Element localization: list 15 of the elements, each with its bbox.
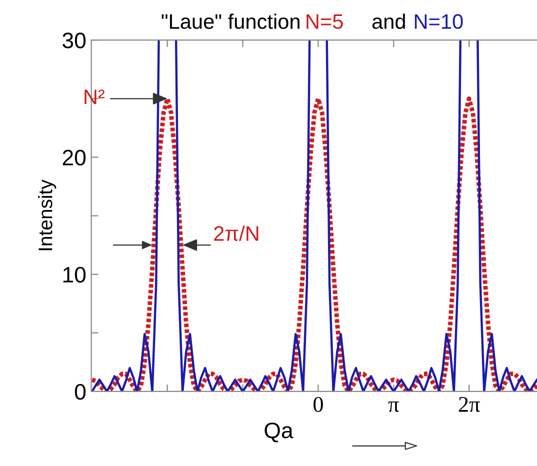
x-tick-label: π [388,402,399,412]
x-tick-label: 2π [458,397,480,412]
y-axis-title: Intensity [38,180,56,250]
annotation: 2π/N [214,226,258,241]
x-axis-title: Qa [264,422,294,442]
x-tick-label: 0 [314,396,323,412]
text: and [372,14,405,29]
y-tick-label: 30 [62,32,86,48]
text: N=5 [306,14,343,29]
annotation: N² [84,90,105,104]
y-tick-label: 0 [74,384,86,400]
y-tick-label: 10 [63,266,86,283]
y-tick-label: 20 [62,150,86,166]
series-label: N=10 [414,14,463,29]
chart-title: "Laue" function [162,14,300,29]
